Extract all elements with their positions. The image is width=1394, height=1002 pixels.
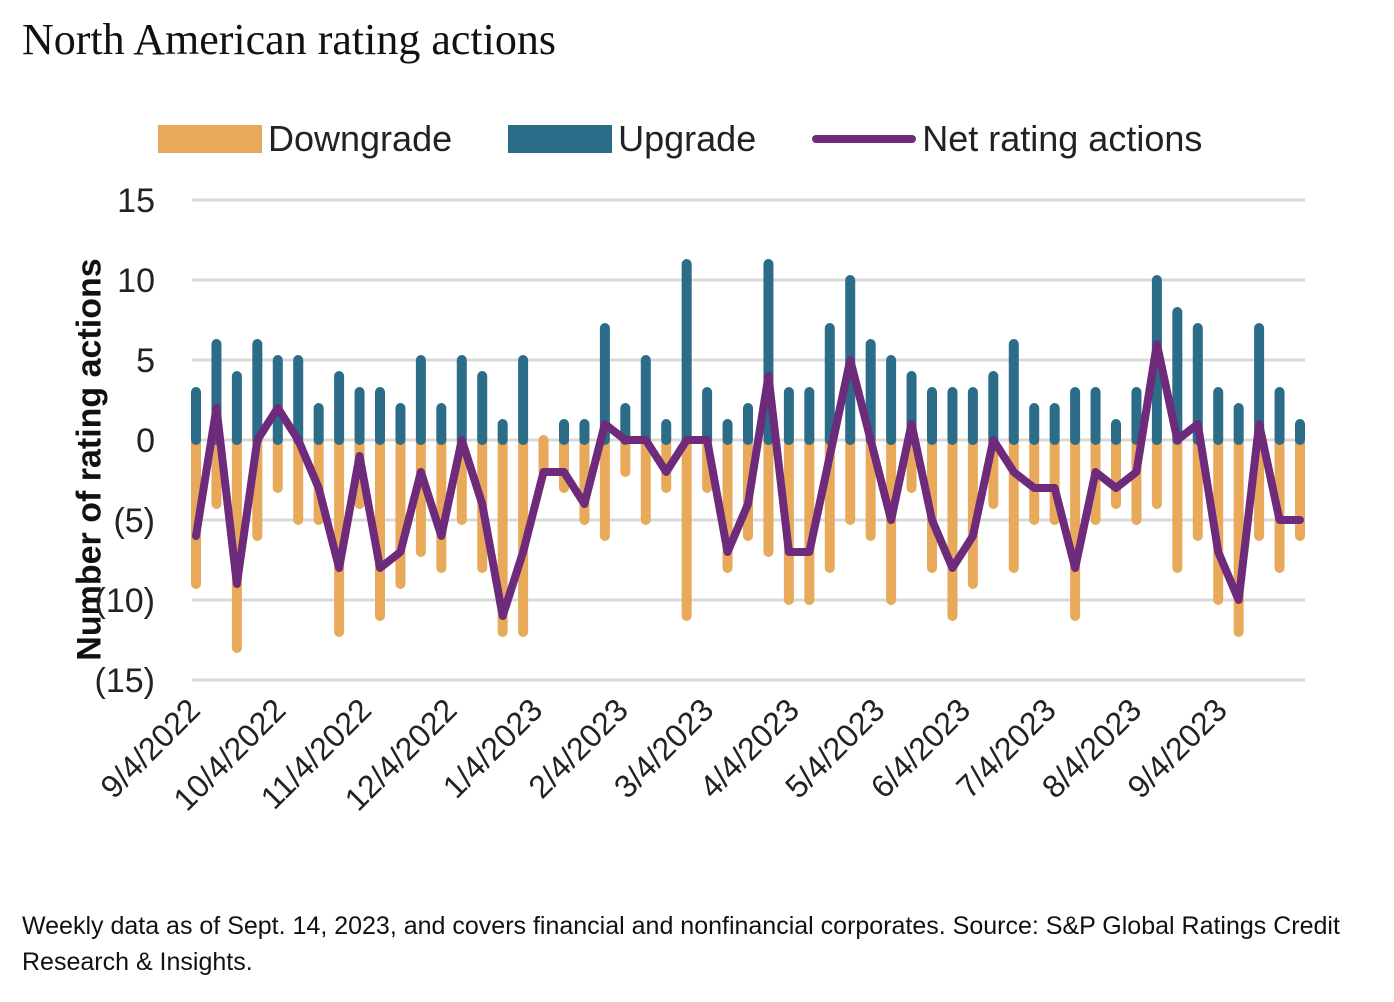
y-tick-label: (15): [95, 662, 155, 700]
legend-item-downgrade: Downgrade: [158, 118, 452, 160]
legend-item-upgrade: Upgrade: [508, 118, 756, 160]
y-tick-label: 15: [117, 182, 155, 220]
legend-swatch-upgrade: [508, 125, 613, 153]
legend-swatch-net: [812, 135, 917, 143]
legend-label: Downgrade: [268, 118, 453, 159]
y-tick-label: 5: [136, 342, 155, 380]
chart-title: North American rating actions: [22, 15, 556, 64]
y-tick-label: (10): [95, 582, 155, 620]
legend-item-net: Net rating actions: [812, 118, 1202, 160]
footnote: Weekly data as of Sept. 14, 2023, and co…: [22, 912, 1340, 976]
y-tick-label: (5): [113, 502, 155, 540]
legend-label: Net rating actions: [922, 118, 1203, 159]
y-tick-label: 10: [117, 262, 155, 300]
legend-label: Upgrade: [618, 118, 757, 159]
y-tick-label: 0: [136, 422, 155, 460]
legend-swatch-downgrade: [158, 125, 262, 153]
legend: Downgrade Upgrade Net rating actions: [158, 118, 1258, 160]
net-rating-line: [192, 340, 1304, 620]
